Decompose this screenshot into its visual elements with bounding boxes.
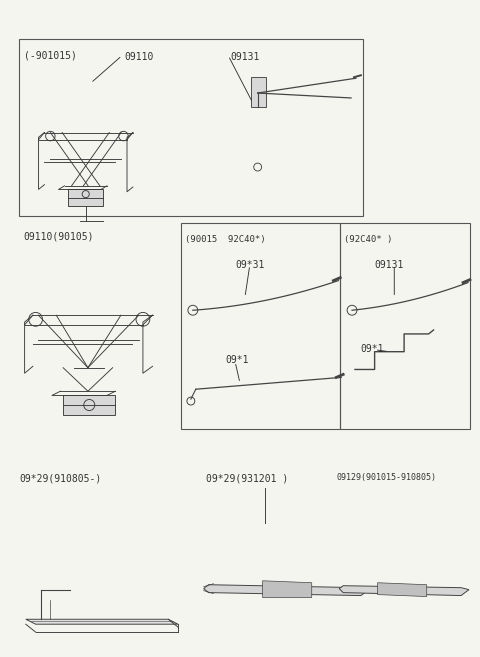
Text: 09*29(910805-): 09*29(910805-) <box>19 473 101 483</box>
Polygon shape <box>378 583 427 597</box>
Bar <box>63 396 115 415</box>
Bar <box>68 189 103 206</box>
Text: 09*29(931201 ): 09*29(931201 ) <box>205 473 288 483</box>
Text: 09*1: 09*1 <box>360 344 384 354</box>
Text: (90015  92C40*): (90015 92C40*) <box>185 235 265 244</box>
Text: (92C40* ): (92C40* ) <box>344 235 393 244</box>
Text: (-901015): (-901015) <box>24 51 77 60</box>
Text: 09131: 09131 <box>374 260 404 270</box>
Polygon shape <box>204 585 368 595</box>
Text: 09*31: 09*31 <box>235 260 264 270</box>
Text: 09*1: 09*1 <box>225 355 249 365</box>
Text: 09129(901015-910805): 09129(901015-910805) <box>336 473 436 482</box>
Text: 09131: 09131 <box>230 51 260 62</box>
Polygon shape <box>263 581 312 598</box>
Bar <box>340 223 470 429</box>
Polygon shape <box>339 585 469 595</box>
Bar <box>251 78 265 107</box>
Bar <box>19 39 363 216</box>
Text: 09110(90105): 09110(90105) <box>24 231 94 241</box>
Text: 09110: 09110 <box>124 51 154 62</box>
Polygon shape <box>26 620 178 624</box>
Bar <box>181 223 340 429</box>
